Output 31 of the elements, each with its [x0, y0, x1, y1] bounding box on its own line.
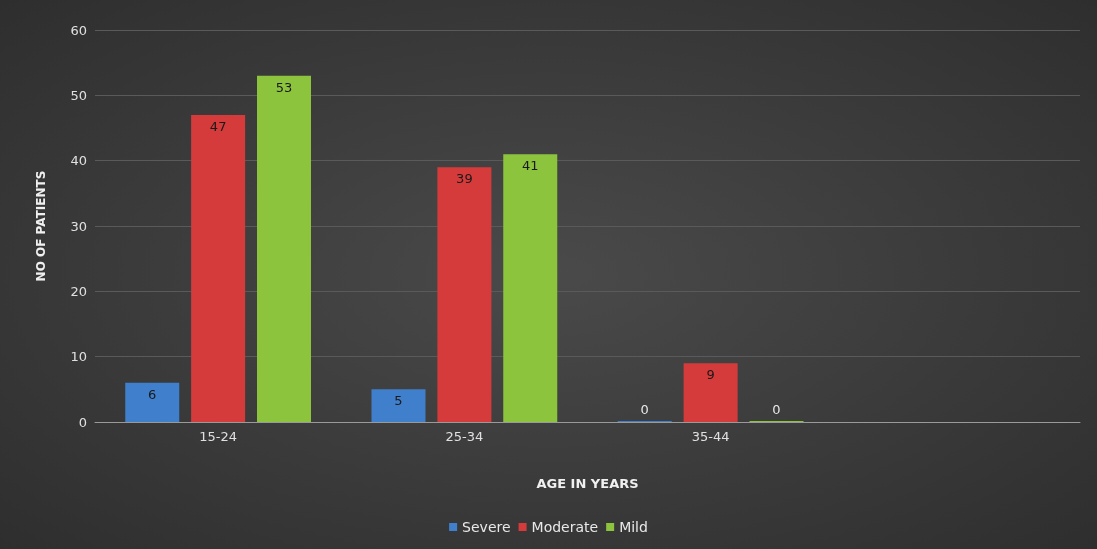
bar — [257, 75, 312, 422]
y-tick-label: 40 — [70, 153, 87, 169]
bar — [191, 114, 246, 422]
data-label: 53 — [275, 79, 293, 95]
y-tick-label: 30 — [70, 218, 87, 234]
y-tick-label: 10 — [70, 349, 87, 365]
y-tick-label: 0 — [78, 414, 87, 430]
legend-label: Mild — [619, 519, 648, 535]
data-label: 47 — [209, 118, 227, 134]
data-label: 39 — [456, 171, 473, 187]
y-tick-label: 60 — [70, 22, 87, 38]
data-label: 0 — [772, 402, 781, 417]
bar — [125, 382, 180, 422]
x-tick-label: 35-44 — [691, 429, 730, 444]
x-tick-label: 25-34 — [445, 429, 484, 444]
data-label: 41 — [521, 158, 539, 174]
bar — [437, 167, 492, 422]
data-label: 0 — [640, 402, 649, 417]
y-tick-label: 20 — [70, 283, 87, 299]
data-label: 9 — [706, 367, 715, 383]
x-axis-title: AGE IN YEARS — [536, 476, 639, 491]
bar — [683, 363, 738, 422]
legend-label: Severe — [462, 519, 511, 535]
legend-label: Moderate — [531, 519, 599, 535]
x-tick-label: 15-24 — [199, 429, 238, 444]
data-label: 5 — [394, 393, 403, 409]
y-axis-title: NO OF PATIENTS — [34, 170, 48, 282]
data-label: 6 — [148, 386, 157, 402]
bar — [371, 389, 426, 422]
y-tick-label: 50 — [70, 87, 87, 103]
bar — [503, 154, 558, 422]
